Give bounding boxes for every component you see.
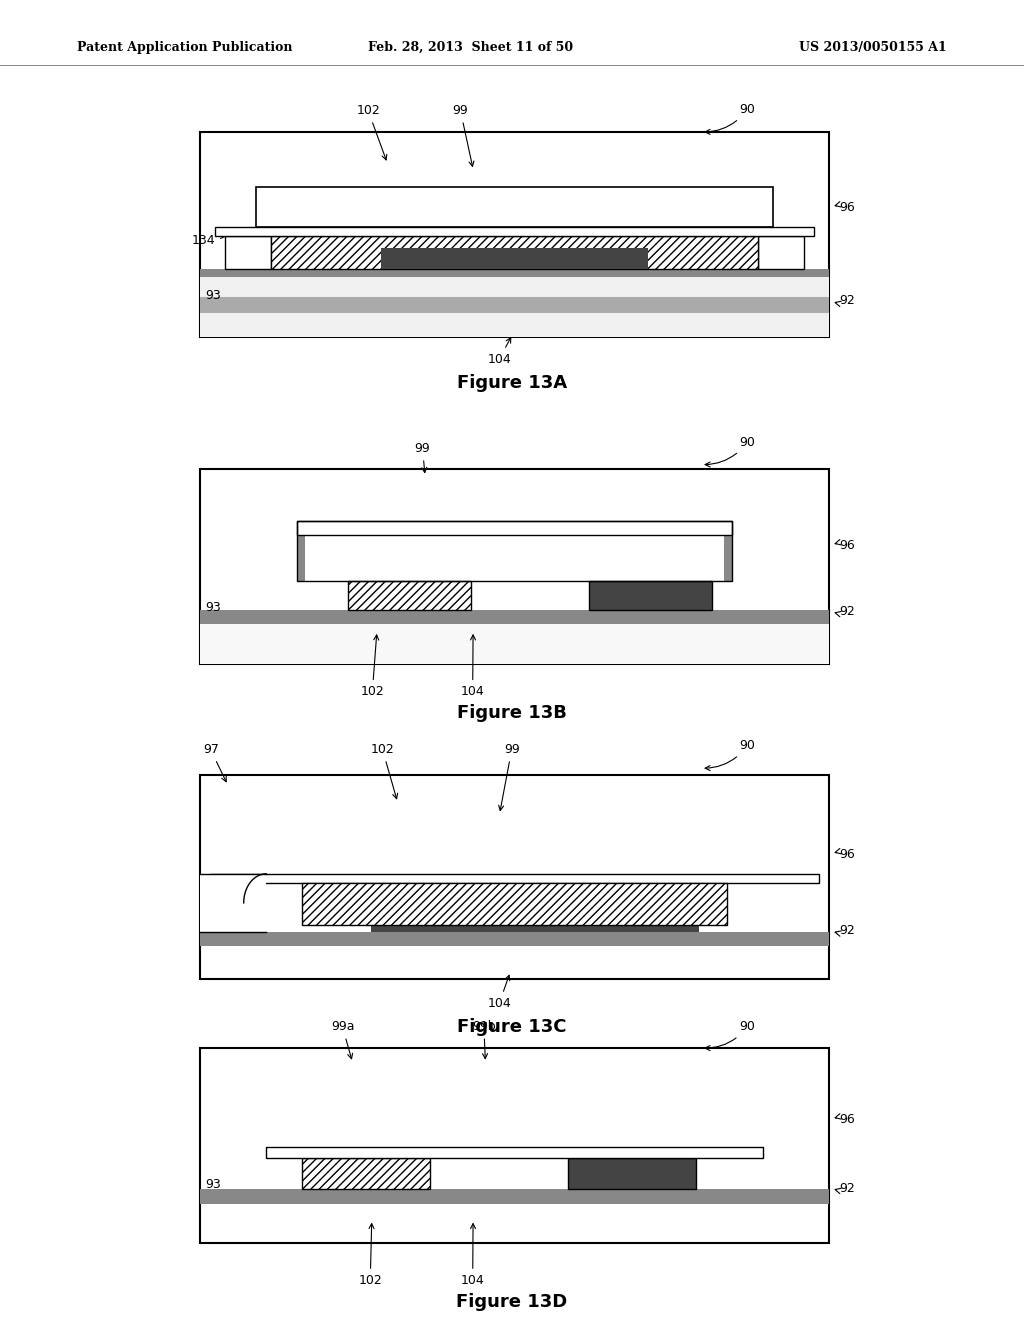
Text: 99: 99 [415, 442, 430, 473]
Text: 93: 93 [205, 1177, 220, 1191]
Text: 104: 104 [487, 338, 511, 366]
Text: 92: 92 [840, 924, 855, 937]
Bar [297, 521, 732, 535]
Bar [200, 269, 829, 277]
Text: 102: 102 [360, 635, 384, 698]
Bar [200, 297, 829, 313]
Bar [200, 874, 266, 932]
Bar [200, 277, 829, 337]
Text: Figure 13B: Figure 13B [457, 704, 567, 722]
Bar [302, 1158, 430, 1189]
Bar [568, 1158, 696, 1189]
Text: 99: 99 [499, 743, 519, 810]
Text: 96: 96 [840, 1113, 855, 1126]
Text: Figure 13D: Figure 13D [457, 1292, 567, 1311]
Text: Feb. 28, 2013  Sheet 11 of 50: Feb. 28, 2013 Sheet 11 of 50 [369, 41, 573, 54]
Bar [200, 610, 829, 624]
Text: 102: 102 [371, 743, 397, 799]
Bar [297, 535, 305, 581]
Bar [225, 236, 271, 269]
Text: 134: 134 [191, 227, 236, 247]
Text: 93: 93 [205, 289, 220, 302]
Text: 96: 96 [840, 847, 855, 861]
Text: 90: 90 [706, 1020, 756, 1051]
Bar [724, 535, 732, 581]
Bar [200, 1189, 829, 1204]
Text: Figure 13C: Figure 13C [458, 1018, 566, 1036]
Bar [210, 874, 819, 883]
Text: 90: 90 [706, 739, 756, 771]
Text: Patent Application Publication: Patent Application Publication [77, 41, 292, 54]
Bar [758, 236, 804, 269]
Bar [200, 775, 829, 979]
Text: 134: 134 [768, 227, 792, 247]
Text: 96: 96 [840, 201, 855, 214]
Text: 104: 104 [487, 975, 511, 1010]
Bar [256, 187, 773, 227]
Bar [266, 1147, 763, 1158]
Bar [215, 227, 814, 236]
Text: Figure 13A: Figure 13A [457, 374, 567, 392]
Bar [297, 521, 732, 581]
Bar [200, 277, 829, 337]
Text: 104: 104 [461, 1224, 484, 1287]
Text: 92: 92 [840, 1181, 855, 1195]
Text: 96: 96 [840, 539, 855, 552]
Text: 90: 90 [706, 103, 756, 135]
Bar [271, 236, 758, 269]
Text: 92: 92 [840, 294, 855, 308]
Text: 99b: 99b [472, 1020, 496, 1059]
Bar [381, 248, 648, 269]
Bar [348, 581, 471, 610]
Text: 102: 102 [356, 104, 387, 160]
Bar [200, 469, 829, 664]
Text: 99: 99 [453, 104, 474, 166]
Text: 93: 93 [205, 920, 220, 933]
Bar [0, 65, 1024, 66]
Text: US 2013/0050155 A1: US 2013/0050155 A1 [800, 41, 947, 54]
Text: 104: 104 [461, 635, 484, 698]
Text: 99a: 99a [331, 1020, 354, 1059]
Bar [372, 908, 698, 932]
Text: 93: 93 [205, 601, 220, 614]
Bar [200, 624, 829, 664]
Bar [200, 932, 829, 946]
Bar [302, 883, 727, 925]
Bar [200, 1048, 829, 1243]
Text: 90: 90 [706, 436, 756, 467]
Text: 97: 97 [203, 743, 226, 781]
Bar [200, 132, 829, 337]
Bar [589, 581, 712, 610]
Text: 102: 102 [358, 1224, 382, 1287]
Text: 92: 92 [840, 605, 855, 618]
